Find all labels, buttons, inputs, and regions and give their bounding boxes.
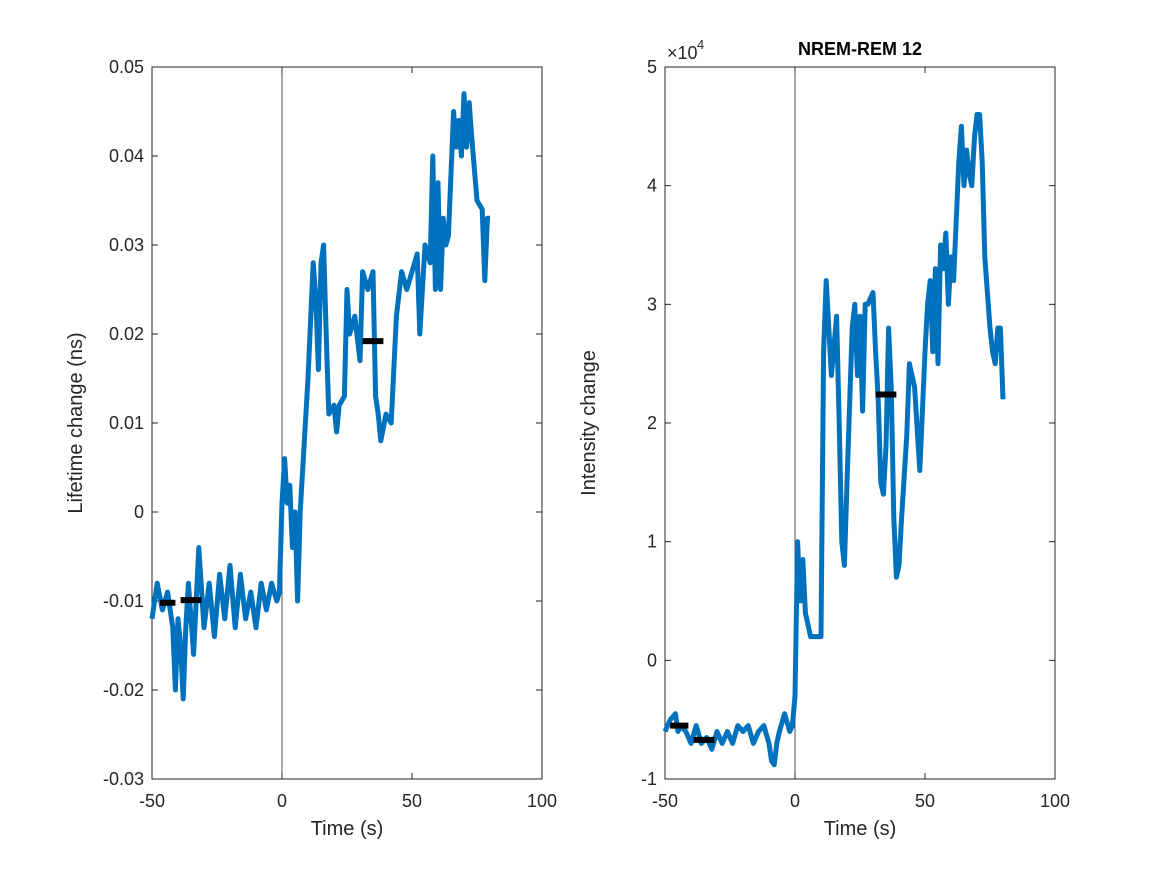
y-tick-label: 0.05 xyxy=(109,57,144,77)
data-line xyxy=(662,112,1006,768)
y-tick-label: 0.04 xyxy=(109,146,144,166)
chart-title: NREM-REM 12 xyxy=(798,39,922,59)
x-tick-label: 50 xyxy=(402,791,422,811)
y-axis-label: Intensity change xyxy=(578,350,600,496)
x-tick-label: -50 xyxy=(652,791,678,811)
y-tick-label: 0.02 xyxy=(109,324,144,344)
x-tick-label: 50 xyxy=(915,791,935,811)
y-tick-label: 0.03 xyxy=(109,235,144,255)
x-tick-label: -50 xyxy=(139,791,165,811)
x-tick-label: 100 xyxy=(527,791,557,811)
axis-multiplier: ×10 xyxy=(667,43,698,63)
y-tick-label: 0.01 xyxy=(109,413,144,433)
y-tick-label: -0.02 xyxy=(103,680,144,700)
data-line xyxy=(149,91,490,702)
x-axis-label: Time (s) xyxy=(824,818,897,840)
x-tick-label: 100 xyxy=(1040,791,1070,811)
y-tick-label: 4 xyxy=(647,176,657,196)
y-tick-label: -1 xyxy=(641,769,657,789)
y-axis-label: Lifetime change (ns) xyxy=(65,332,87,513)
axis-multiplier-exponent: 4 xyxy=(697,37,704,52)
x-tick-label: 0 xyxy=(790,791,800,811)
x-axis-label: Time (s) xyxy=(311,818,384,840)
y-tick-label: -0.01 xyxy=(103,591,144,611)
y-tick-label: 5 xyxy=(647,57,657,77)
y-tick-label: 0 xyxy=(647,650,657,670)
y-tick-label: 0 xyxy=(134,502,144,522)
x-tick-label: 0 xyxy=(277,791,287,811)
y-tick-label: 3 xyxy=(647,294,657,314)
y-tick-label: 2 xyxy=(647,413,657,433)
y-tick-label: -0.03 xyxy=(103,769,144,789)
y-tick-label: 1 xyxy=(647,532,657,552)
